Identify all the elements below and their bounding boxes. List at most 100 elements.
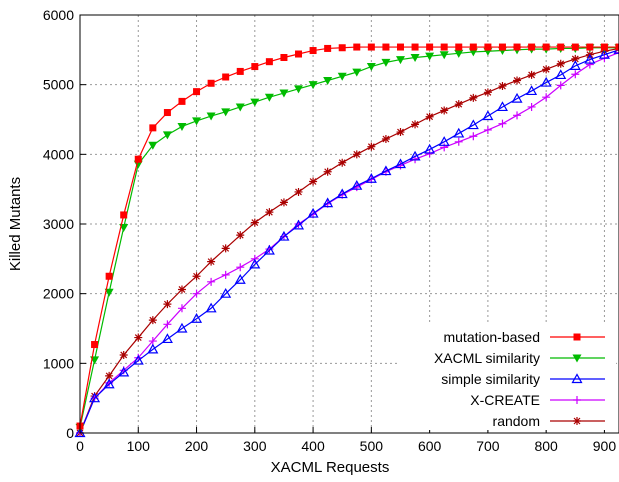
series-mutation-based xyxy=(76,43,619,430)
data-point xyxy=(440,106,449,115)
data-point xyxy=(249,258,261,269)
data-point xyxy=(148,316,157,325)
data-point xyxy=(222,73,230,81)
data-point xyxy=(323,167,332,176)
data-point xyxy=(104,288,114,297)
data-point xyxy=(207,79,215,87)
data-point xyxy=(396,128,405,137)
legend-item: random xyxy=(493,413,605,429)
data-point xyxy=(426,43,434,51)
legend-marker xyxy=(573,396,581,404)
data-point xyxy=(367,43,375,51)
series-random xyxy=(76,44,619,437)
data-point xyxy=(469,43,477,51)
x-tick-label: 400 xyxy=(301,438,325,454)
data-point xyxy=(557,43,565,51)
y-tick-label: 6000 xyxy=(43,7,74,23)
legend-item: X-CREATE xyxy=(470,392,605,408)
data-point xyxy=(425,112,434,121)
data-point xyxy=(483,88,492,97)
data-point xyxy=(555,69,567,80)
data-point xyxy=(264,93,274,102)
data-point xyxy=(411,43,419,51)
data-point xyxy=(206,112,216,121)
data-point xyxy=(351,179,363,190)
data-point xyxy=(556,81,565,90)
data-point xyxy=(511,92,523,103)
data-point xyxy=(381,135,390,144)
legend-label: random xyxy=(493,413,540,429)
data-point xyxy=(542,43,550,51)
data-point xyxy=(134,155,142,163)
data-point xyxy=(192,117,202,126)
data-point xyxy=(236,67,244,75)
data-point xyxy=(585,60,594,69)
legend-item: simple similarity xyxy=(441,371,605,387)
data-point xyxy=(250,218,259,227)
x-tick-label: 300 xyxy=(243,438,267,454)
data-point xyxy=(294,187,303,196)
data-point xyxy=(409,150,421,161)
data-point xyxy=(279,89,289,98)
legend-marker xyxy=(573,417,581,425)
data-point xyxy=(454,100,463,109)
data-point xyxy=(482,110,494,121)
data-point xyxy=(207,277,216,286)
data-point xyxy=(89,392,101,403)
legend-marker xyxy=(572,354,582,363)
x-tick-label: 0 xyxy=(76,438,84,454)
data-point xyxy=(177,122,187,131)
data-point xyxy=(586,43,594,51)
data-point xyxy=(556,59,565,68)
data-point xyxy=(439,51,449,60)
data-point xyxy=(177,304,186,313)
data-point xyxy=(395,56,405,65)
data-point xyxy=(440,143,449,152)
data-point xyxy=(425,52,435,61)
data-point xyxy=(162,131,172,140)
data-point xyxy=(192,272,201,281)
data-point xyxy=(103,378,115,389)
data-point xyxy=(513,76,522,85)
y-tick-label: 0 xyxy=(66,425,74,441)
data-point xyxy=(292,219,305,230)
data-point xyxy=(178,97,186,105)
series-simple-similarity xyxy=(74,44,619,438)
data-point xyxy=(569,60,581,70)
data-point xyxy=(540,76,552,87)
x-axis-label: XACML Requests xyxy=(271,459,390,476)
data-point xyxy=(309,177,318,186)
data-point xyxy=(542,65,551,74)
data-point xyxy=(454,49,464,58)
data-point xyxy=(454,137,463,146)
data-point xyxy=(91,341,99,349)
data-point xyxy=(336,188,348,199)
legend-label: simple similarity xyxy=(441,371,540,387)
data-point xyxy=(600,43,608,51)
data-point xyxy=(571,70,580,79)
data-point xyxy=(513,111,522,120)
data-point xyxy=(251,63,259,71)
x-tick-label: 500 xyxy=(360,438,384,454)
data-point xyxy=(396,43,404,51)
data-point xyxy=(308,81,318,90)
data-point xyxy=(424,143,436,154)
data-point xyxy=(440,43,448,51)
data-point xyxy=(295,50,303,58)
data-point xyxy=(265,208,274,217)
legend-marker xyxy=(573,333,581,341)
data-point xyxy=(338,44,346,52)
data-point xyxy=(265,58,273,66)
data-point xyxy=(381,58,391,67)
y-axis-label: Killed Mutants xyxy=(7,177,24,271)
data-point xyxy=(513,43,521,51)
data-point xyxy=(411,120,420,129)
data-point xyxy=(365,172,377,183)
data-point xyxy=(526,85,538,96)
legend-item: mutation-based xyxy=(443,329,605,345)
data-point xyxy=(469,132,478,141)
data-point xyxy=(120,211,128,219)
data-point xyxy=(410,53,420,62)
data-point xyxy=(294,85,304,94)
data-point xyxy=(221,244,230,253)
